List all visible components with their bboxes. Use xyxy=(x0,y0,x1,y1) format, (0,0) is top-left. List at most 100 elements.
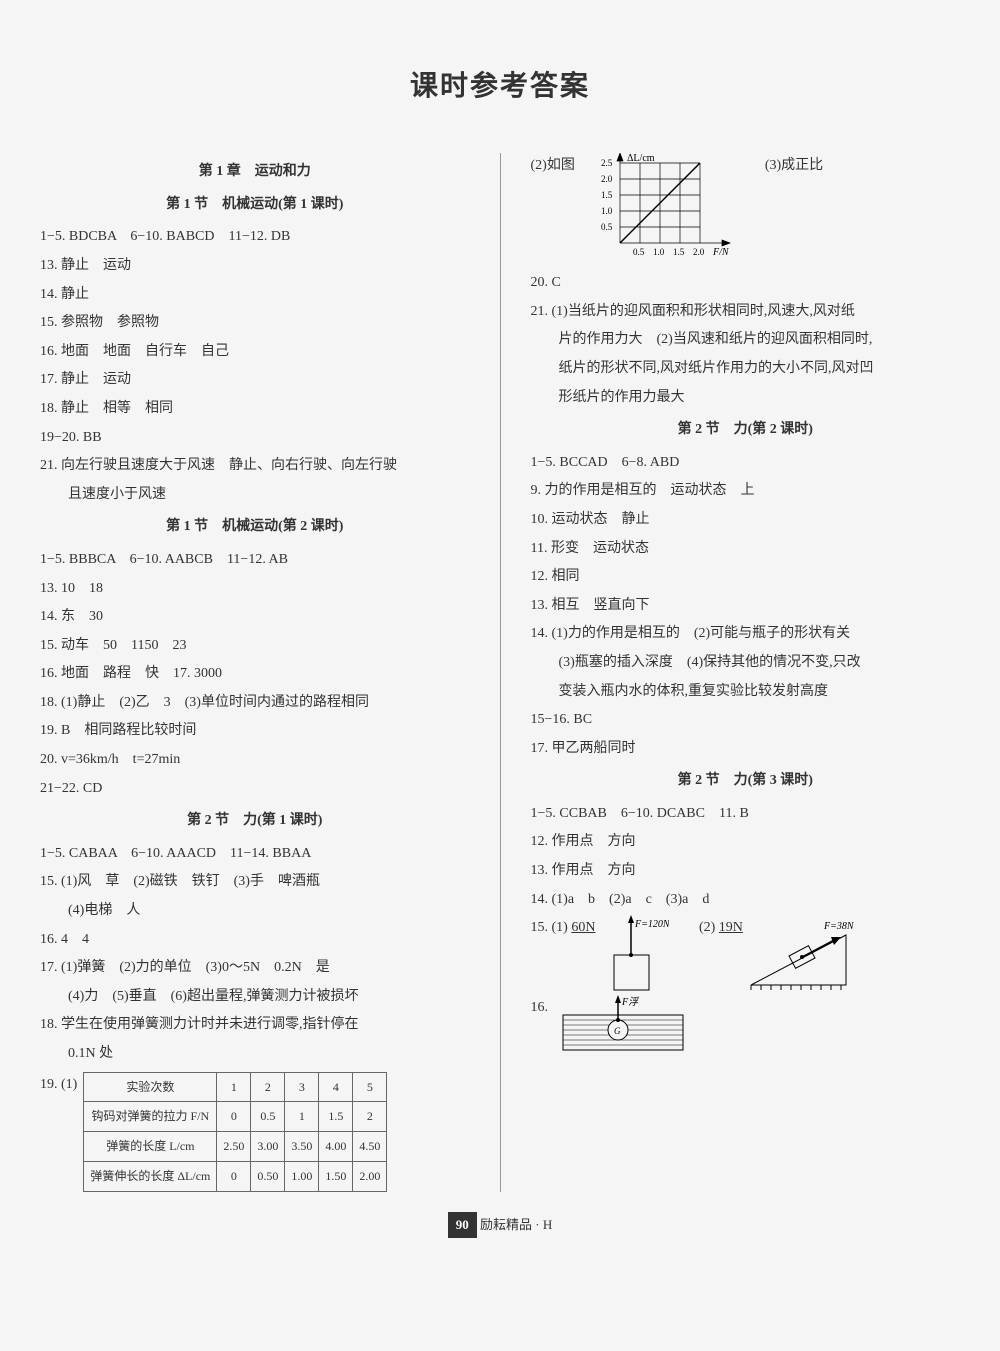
answer-line: 变装入瓶内水的体积,重复实验比较发射高度 xyxy=(531,679,961,706)
table-cell: 0.5 xyxy=(251,1102,285,1132)
table-cell: 1 xyxy=(285,1102,319,1132)
left-column: 第 1 章 运动和力 第 1 节 机械运动(第 1 课时) 1−5. BDCBA… xyxy=(40,153,470,1192)
x-tick: 0.5 xyxy=(633,247,645,257)
section-2-1-header: 第 2 节 力(第 1 课时) xyxy=(40,808,470,835)
table-cell: 实验次数 xyxy=(84,1072,217,1102)
y-tick: 1.0 xyxy=(601,206,613,216)
q15-value-2: 19N xyxy=(719,920,743,935)
force-label: F浮 xyxy=(621,996,640,1008)
q19-label: 19. (1) xyxy=(40,1072,77,1099)
answer-line: (3)瓶塞的插入深度 (4)保持其他的情况不变,只改 xyxy=(531,650,961,677)
answer-line: 15. 动车 50 1150 23 xyxy=(40,633,470,660)
after-chart-body: 20. C 21. (1)当纸片的迎风面积和形状相同时,风速大,风对纸 片的作用… xyxy=(531,270,961,411)
section-1-1-header: 第 1 节 机械运动(第 1 课时) xyxy=(40,192,470,219)
y-tick: 0.5 xyxy=(601,222,613,232)
table-cell: 1.50 xyxy=(319,1161,353,1191)
y-tick: 2.0 xyxy=(601,174,613,184)
answer-line: 1−5. BDCBA 6−10. BABCD 11−12. DB xyxy=(40,224,470,251)
table-row: 弹簧伸长的长度 ΔL/cm 0 0.50 1.00 1.50 2.00 xyxy=(84,1161,387,1191)
section-1-2-body: 1−5. BBBCA 6−10. AABCB 11−12. AB 13. 10 … xyxy=(40,547,470,802)
x-axis-label: F/N xyxy=(712,247,730,258)
answer-line: 1−5. BCCAD 6−8. ABD xyxy=(531,450,961,477)
answer-line: 1−5. BBBCA 6−10. AABCB 11−12. AB xyxy=(40,547,470,574)
x-tick: 1.0 xyxy=(653,247,665,257)
answer-line: 17. (1)弹簧 (2)力的单位 (3)0～5N 0.2N 是 xyxy=(40,955,470,982)
svg-text:G: G xyxy=(614,1026,621,1036)
footer-brand: 励耘精品 · H xyxy=(480,1217,552,1232)
chart-block: (2)如图 ΔL/cm xyxy=(531,153,961,268)
chapter-header: 第 1 章 运动和力 xyxy=(40,159,470,186)
section-2-3-header: 第 2 节 力(第 3 课时) xyxy=(531,768,961,795)
y-tick: 1.5 xyxy=(601,190,613,200)
table-cell: 1.00 xyxy=(285,1161,319,1191)
answer-line: 19−20. BB xyxy=(40,425,470,452)
answer-line: 21. 向左行驶且速度大于风速 静止、向右行驶、向左行驶 xyxy=(40,453,470,480)
section-2-2-body: 1−5. BCCAD 6−8. ABD 9. 力的作用是相互的 运动状态 上 1… xyxy=(531,450,961,763)
table-row: 弹簧的长度 L/cm 2.50 3.00 3.50 4.00 4.50 xyxy=(84,1132,387,1162)
answer-line: 14. (1)力的作用是相互的 (2)可能与瓶子的形状有关 xyxy=(531,621,961,648)
table-cell: 3 xyxy=(285,1072,319,1102)
table-cell: 钩码对弹簧的拉力 F/N xyxy=(84,1102,217,1132)
answer-line: 1−5. CCBAB 6−10. DCABC 11. B xyxy=(531,801,961,828)
delta-l-chart: ΔL/cm 0.5 1.0 1.5 2.0 2.5 0.5 1.0 1.5 2.… xyxy=(595,153,745,268)
answer-line: 10. 运动状态 静止 xyxy=(531,507,961,534)
q16-label: 16. xyxy=(531,995,549,1022)
q15-diagrams: 15. (1) 60N F=120N (2) 19N xyxy=(531,915,961,995)
answer-line: 13. 10 18 xyxy=(40,576,470,603)
table-cell: 4.50 xyxy=(353,1132,387,1162)
table-cell: 5 xyxy=(353,1072,387,1102)
answer-line: 19. B 相同路程比较时间 xyxy=(40,718,470,745)
answer-line: 纸片的形状不同,风对纸片作用力的大小不同,风对凹 xyxy=(531,356,961,383)
answer-line: 12. 相同 xyxy=(531,564,961,591)
force-diagram-1-icon: F=120N xyxy=(599,915,669,995)
y-axis-label: ΔL/cm xyxy=(627,153,655,164)
content-columns: 第 1 章 运动和力 第 1 节 机械运动(第 1 课时) 1−5. BDCBA… xyxy=(40,153,960,1192)
answer-line: 0.1N 处 xyxy=(40,1041,470,1068)
table-cell: 弹簧伸长的长度 ΔL/cm xyxy=(84,1161,217,1191)
table-cell: 0 xyxy=(217,1161,251,1191)
page-number: 90 xyxy=(448,1212,477,1239)
y-tick: 2.5 xyxy=(601,158,613,168)
chart-answer: (3)成正比 xyxy=(765,153,823,180)
table-cell: 1.5 xyxy=(319,1102,353,1132)
table-cell: 4.00 xyxy=(319,1132,353,1162)
table-cell: 弹簧的长度 L/cm xyxy=(84,1132,217,1162)
table-row: 钩码对弹簧的拉力 F/N 0 0.5 1 1.5 2 xyxy=(84,1102,387,1132)
answer-line: 18. 学生在使用弹簧测力计时并未进行调零,指针停在 xyxy=(40,1012,470,1039)
answer-line: 14. 东 30 xyxy=(40,604,470,631)
x-tick: 2.0 xyxy=(693,247,705,257)
answer-line: 17. 静止 运动 xyxy=(40,367,470,394)
answer-line: 16. 地面 路程 快 17. 3000 xyxy=(40,661,470,688)
column-divider xyxy=(500,153,501,1192)
table-cell: 1 xyxy=(217,1072,251,1102)
answer-line: 13. 作用点 方向 xyxy=(531,858,961,885)
q19-table-wrap: 19. (1) 实验次数 1 2 3 4 5 钩码对弹簧的拉力 F/N 0 0.… xyxy=(40,1072,470,1192)
table-cell: 2.00 xyxy=(353,1161,387,1191)
answer-line: 16. 地面 地面 自行车 自己 xyxy=(40,339,470,366)
answer-line: (4)力 (5)垂直 (6)超出量程,弹簧测力计被损坏 xyxy=(40,984,470,1011)
page-title: 课时参考答案 xyxy=(40,60,960,113)
answer-line: 1−5. CABAA 6−10. AAACD 11−14. BBAA xyxy=(40,841,470,868)
q15-value-1: 60N xyxy=(571,920,595,935)
buoyancy-diagram-icon: G F浮 xyxy=(558,995,688,1055)
answer-line: 20. v=36km/h t=27min xyxy=(40,747,470,774)
experiment-table: 实验次数 1 2 3 4 5 钩码对弹簧的拉力 F/N 0 0.5 1 1.5 … xyxy=(83,1072,387,1192)
table-cell: 0.50 xyxy=(251,1161,285,1191)
section-1-2-header: 第 1 节 机械运动(第 2 课时) xyxy=(40,514,470,541)
table-cell: 4 xyxy=(319,1072,353,1102)
answer-line: 12. 作用点 方向 xyxy=(531,829,961,856)
page-footer: 90 励耘精品 · H xyxy=(40,1212,960,1239)
section-2-1-body: 1−5. CABAA 6−10. AAACD 11−14. BBAA 15. (… xyxy=(40,841,470,1068)
answer-line: 11. 形变 运动状态 xyxy=(531,536,961,563)
answer-line: 15. 参照物 参照物 xyxy=(40,310,470,337)
answer-line: 17. 甲乙两船同时 xyxy=(531,736,961,763)
force-label: F=38N xyxy=(823,921,855,932)
table-cell: 2.50 xyxy=(217,1132,251,1162)
force-label: F=120N xyxy=(634,919,669,930)
answer-line: 形纸片的作用力最大 xyxy=(531,385,961,412)
answer-line: 14. (1)a b (2)a c (3)a d xyxy=(531,887,961,914)
q15-part2: (2) 19N F=38N xyxy=(699,915,866,995)
section-1-1-body: 1−5. BDCBA 6−10. BABCD 11−12. DB 13. 静止 … xyxy=(40,224,470,508)
q15-part1: 15. (1) 60N F=120N xyxy=(531,915,669,995)
answer-line: 9. 力的作用是相互的 运动状态 上 xyxy=(531,478,961,505)
